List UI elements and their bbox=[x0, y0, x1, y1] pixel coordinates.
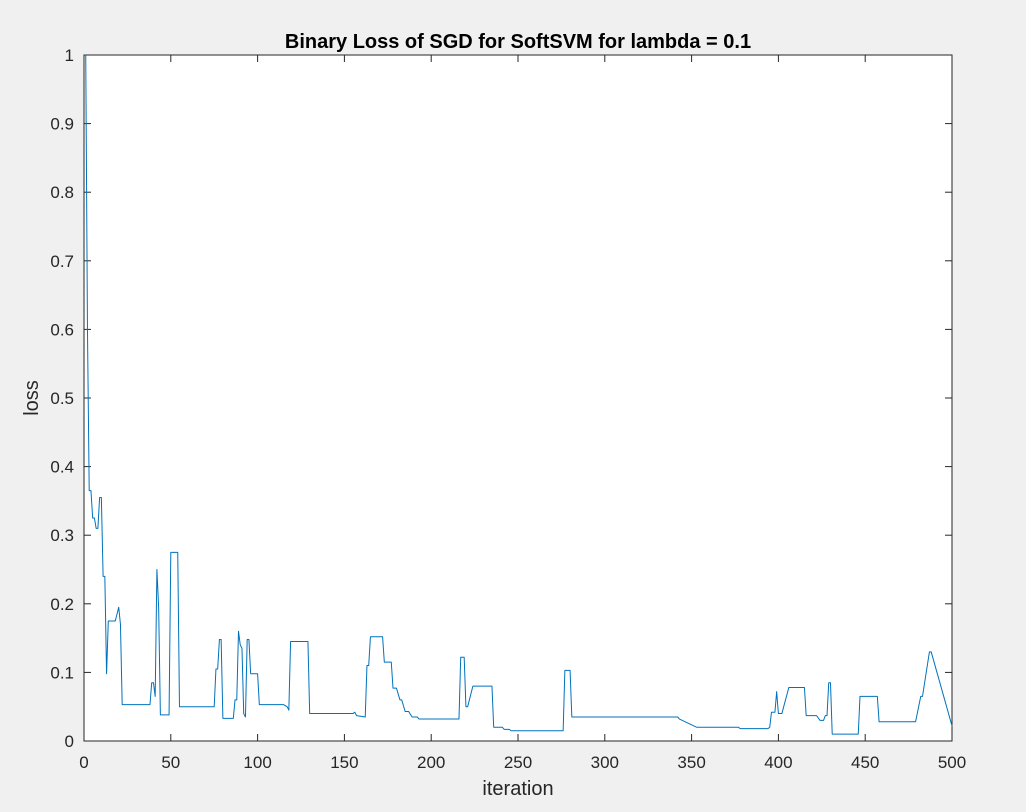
y-ticks: 0 0.1 0.2 0.3 0.4 0.5 0.6 0.7 0.8 0.9 1 bbox=[50, 46, 952, 751]
x-axis-label: iteration bbox=[482, 778, 553, 800]
x-tick-label: 200 bbox=[417, 753, 445, 772]
y-tick-label: 0.2 bbox=[50, 595, 74, 614]
y-tick-label: 0.1 bbox=[50, 663, 74, 682]
x-tick-label: 350 bbox=[677, 753, 705, 772]
x-tick-label: 50 bbox=[161, 753, 180, 772]
x-tick-label: 400 bbox=[764, 753, 792, 772]
x-tick-label: 250 bbox=[504, 753, 532, 772]
y-tick-label: 0.3 bbox=[50, 526, 74, 545]
y-tick-label: 0.8 bbox=[50, 183, 74, 202]
y-tick-label: 0.9 bbox=[50, 115, 74, 134]
y-tick-label: 0.7 bbox=[50, 252, 74, 271]
y-axis-label: loss bbox=[21, 380, 43, 416]
x-ticks: 0 50 100 150 200 250 300 350 400 450 500 bbox=[79, 55, 966, 772]
x-tick-label: 100 bbox=[243, 753, 271, 772]
loss-series-line bbox=[85, 54, 953, 735]
y-tick-label: 0.4 bbox=[50, 458, 74, 477]
x-tick-label: 150 bbox=[330, 753, 358, 772]
y-tick-label: 0.6 bbox=[50, 320, 74, 339]
x-tick-label: 500 bbox=[938, 753, 966, 772]
y-tick-label: 1 bbox=[65, 46, 74, 65]
y-tick-label: 0 bbox=[65, 732, 74, 751]
x-tick-label: 300 bbox=[591, 753, 619, 772]
plot-area bbox=[83, 54, 953, 742]
chart-title: Binary Loss of SGD for SoftSVM for lambd… bbox=[285, 31, 751, 53]
y-tick-label: 0.5 bbox=[50, 389, 74, 408]
x-tick-label: 0 bbox=[79, 753, 88, 772]
x-tick-label: 450 bbox=[851, 753, 879, 772]
